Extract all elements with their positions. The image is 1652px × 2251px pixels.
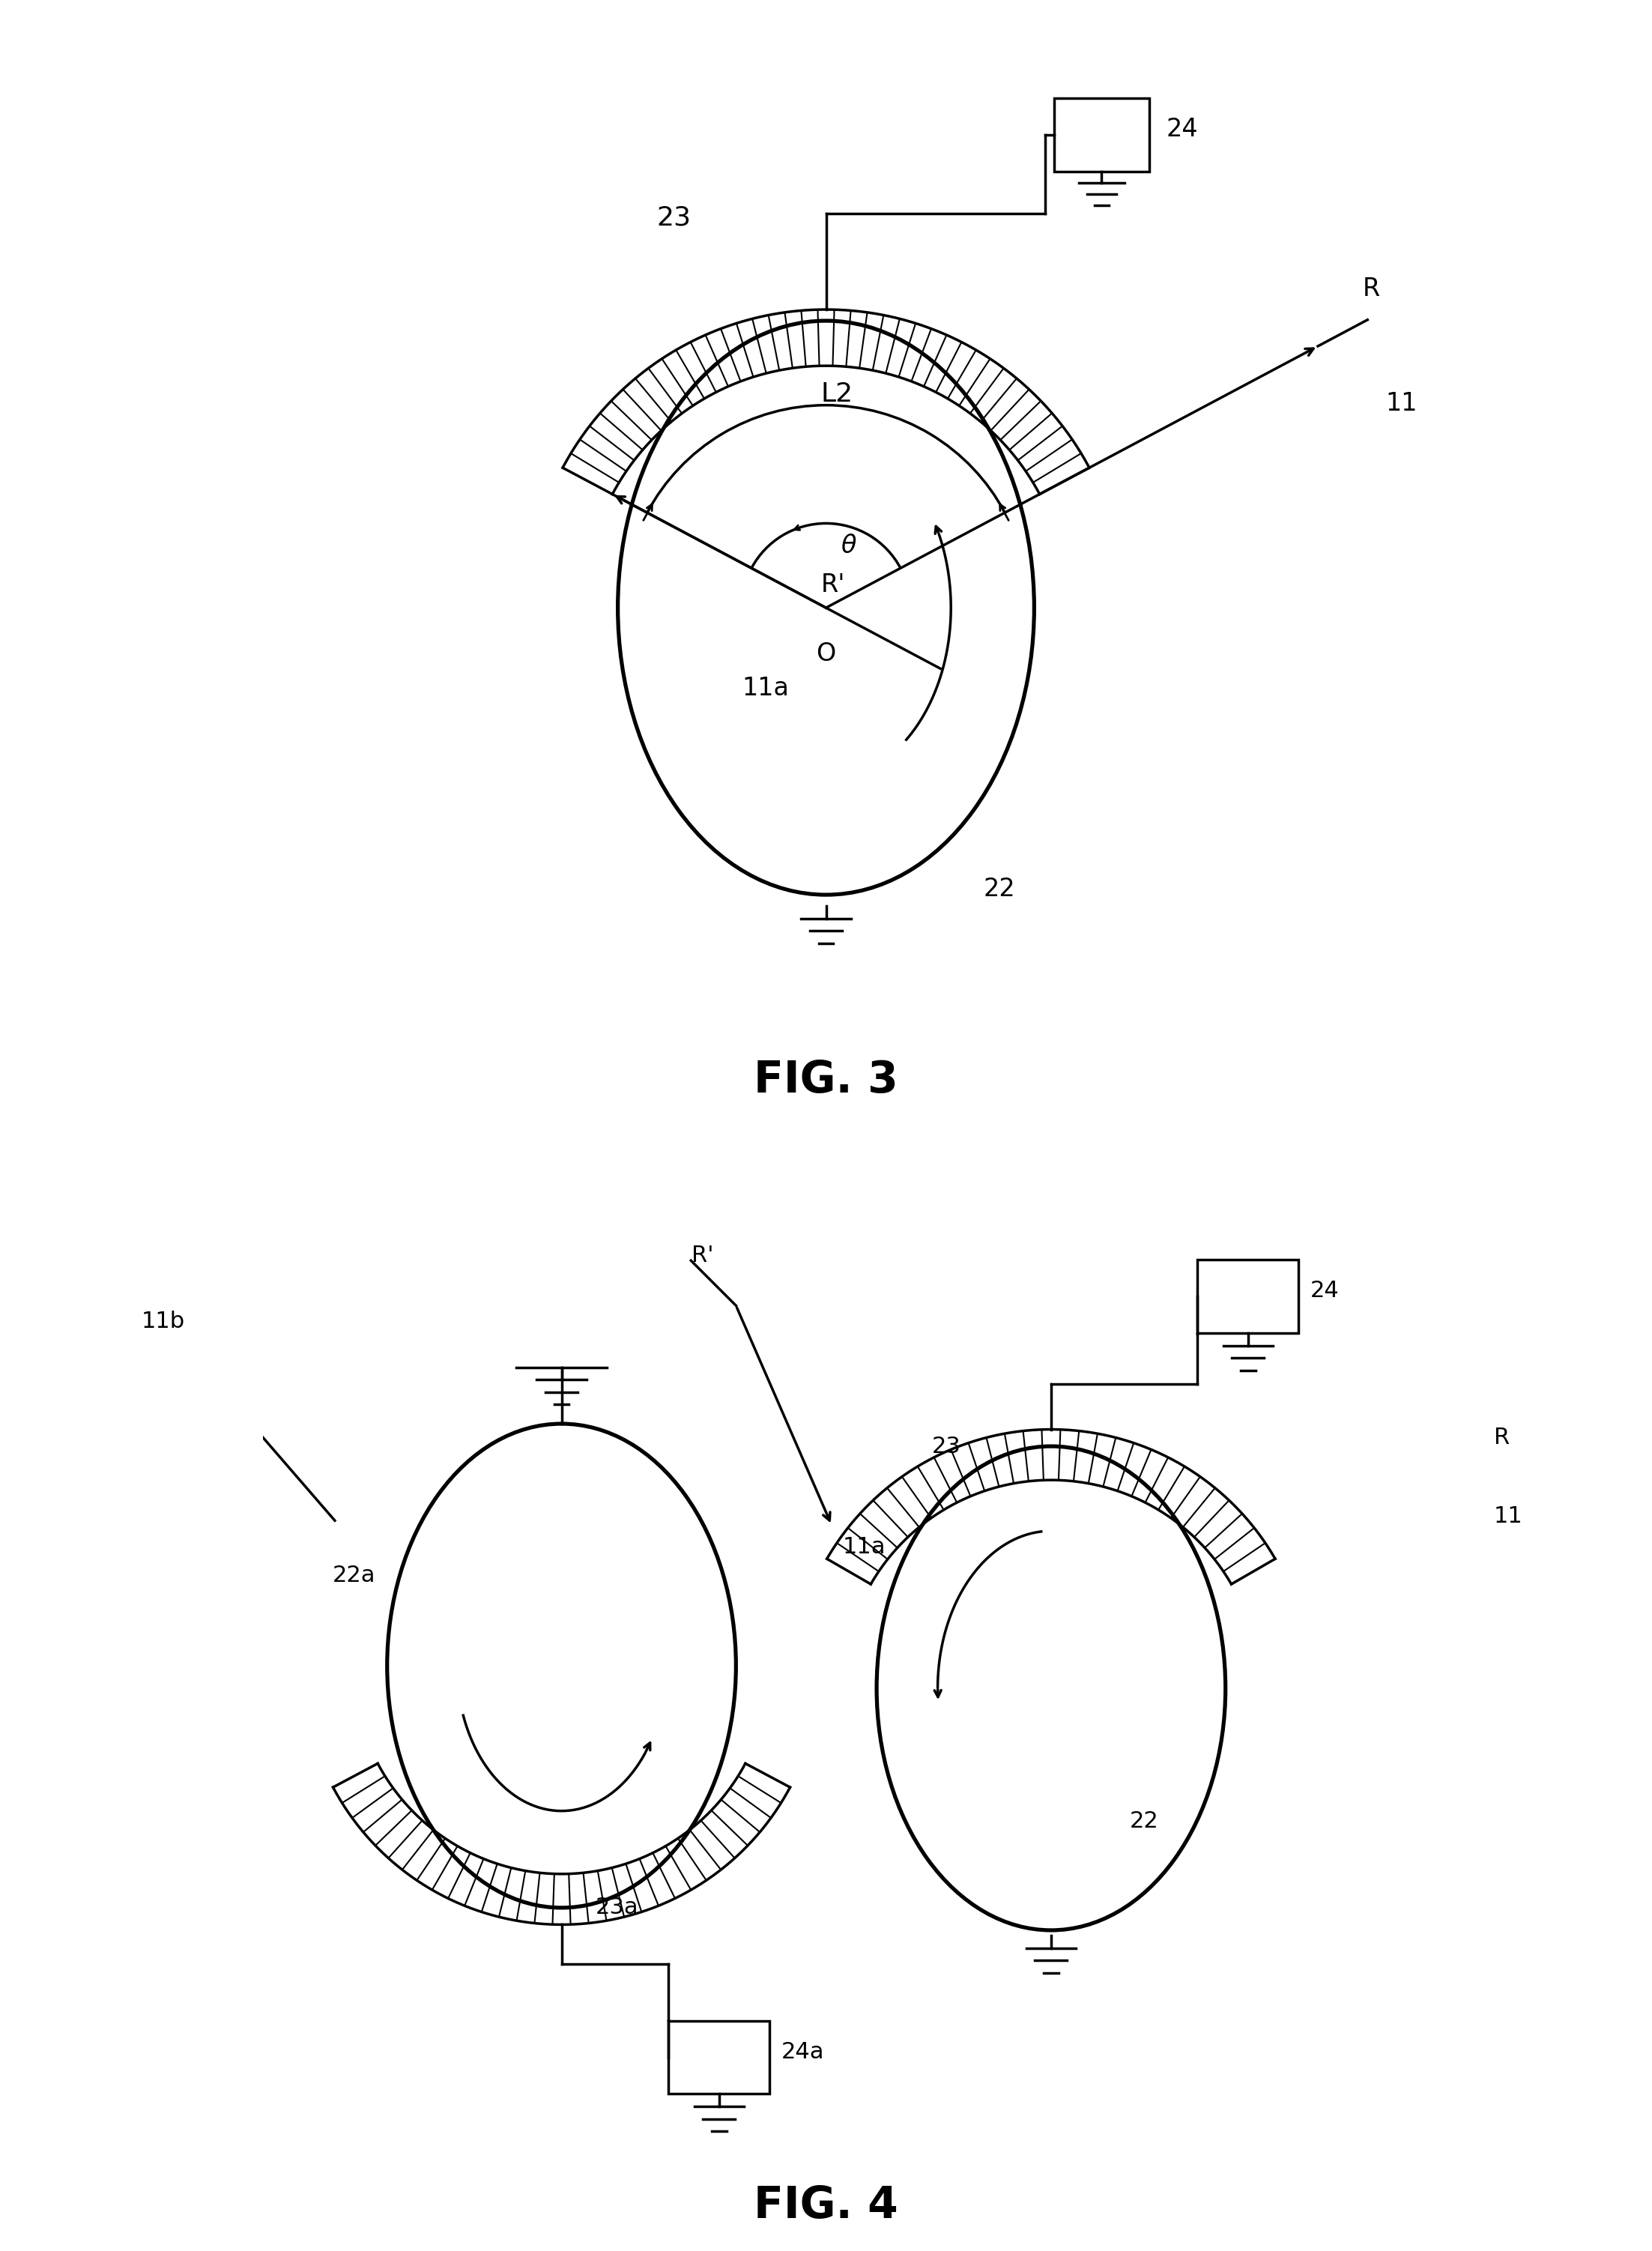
Text: 22a: 22a	[332, 1564, 377, 1587]
Text: 22: 22	[1130, 1810, 1158, 1832]
Text: 11: 11	[1386, 392, 1417, 416]
Text: 24: 24	[1310, 1281, 1338, 1301]
Text: R: R	[1363, 277, 1381, 302]
Text: 11a: 11a	[742, 675, 790, 700]
Text: R: R	[1493, 1427, 1510, 1450]
Text: 23: 23	[932, 1436, 961, 1459]
Text: FIG. 3: FIG. 3	[753, 1060, 899, 1101]
Text: R': R'	[821, 572, 846, 597]
Text: O: O	[816, 642, 836, 666]
Text: 23: 23	[656, 205, 691, 230]
Text: 24a: 24a	[781, 2042, 824, 2062]
Text: R': R'	[692, 1245, 714, 1265]
Text: L2: L2	[821, 380, 854, 407]
Text: $\theta$: $\theta$	[841, 533, 857, 558]
Text: 11b: 11b	[142, 1310, 185, 1333]
Text: 11a: 11a	[843, 1535, 885, 1558]
Text: 23a: 23a	[595, 1895, 638, 1918]
Text: FIG. 4: FIG. 4	[753, 2186, 899, 2226]
Bar	[1054, 99, 1150, 171]
Text: 22: 22	[983, 878, 1016, 900]
Text: 11: 11	[1493, 1506, 1523, 1528]
Bar	[1198, 1261, 1298, 1333]
Text: 24: 24	[1166, 117, 1198, 142]
Bar	[669, 2021, 770, 2093]
